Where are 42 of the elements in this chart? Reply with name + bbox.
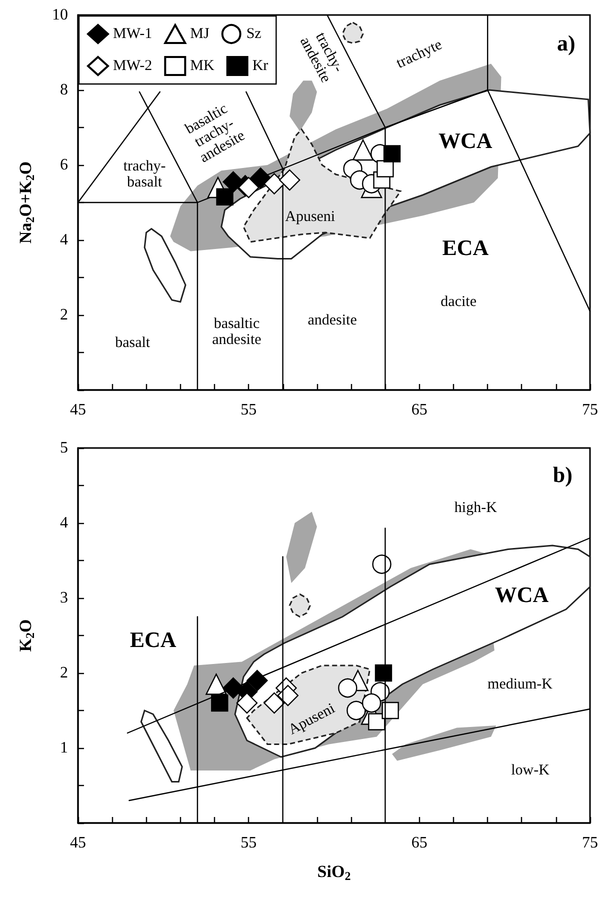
- annotation: andesite: [308, 312, 358, 329]
- annotation: WCA: [494, 582, 549, 607]
- annotation: b): [552, 462, 572, 487]
- x-tick-label: 55: [240, 402, 257, 418]
- x-tick-label: 65: [411, 834, 428, 852]
- annotation: ECA: [130, 626, 176, 652]
- y-tick-label: 5: [60, 440, 68, 456]
- legend-label: Sz: [246, 26, 262, 42]
- x-tick-label: 75: [582, 402, 598, 418]
- annotation: ECA: [442, 235, 489, 260]
- annotation: medium-K: [488, 676, 553, 692]
- annotation: basaltic andesite: [212, 316, 262, 348]
- annotation: trachy- basalt: [123, 158, 166, 190]
- y-tick-label: 8: [60, 82, 68, 98]
- legend-label: MW-1: [113, 26, 152, 42]
- legend-label: Kr: [252, 58, 268, 74]
- y-axis-title: Na2O+K2O: [16, 161, 37, 244]
- y-axis-title: K2O: [16, 619, 37, 652]
- y-tick-label: 6: [60, 156, 68, 174]
- annotation: low-K: [511, 762, 550, 778]
- x-tick-label: 65: [411, 402, 428, 418]
- y-tick-label: 2: [60, 306, 68, 324]
- y-tick-label: 3: [60, 590, 68, 606]
- x-tick-label: 45: [70, 834, 86, 852]
- annotation: trachyte: [394, 36, 445, 72]
- y-tick-label: 4: [60, 514, 68, 532]
- x-tick-label: 45: [70, 402, 86, 418]
- y-tick-label: 10: [52, 6, 68, 24]
- annotation: Apuseni: [285, 208, 336, 225]
- legend-label: MJ: [190, 26, 210, 42]
- legend-label: MW-2: [113, 58, 152, 74]
- annotation: WCA: [438, 128, 492, 154]
- annotation: dacite: [440, 294, 477, 310]
- y-tick-label: 4: [60, 232, 68, 248]
- x-tick-label: 55: [240, 834, 257, 852]
- y-tick-label: 2: [60, 664, 68, 682]
- annotation: high-K: [454, 500, 498, 516]
- y-tick-label: 1: [60, 740, 68, 756]
- annotation: basalt: [115, 335, 151, 352]
- annotation: a): [556, 30, 576, 56]
- x-tick-label: 75: [582, 834, 598, 852]
- legend-label: MK: [190, 58, 214, 74]
